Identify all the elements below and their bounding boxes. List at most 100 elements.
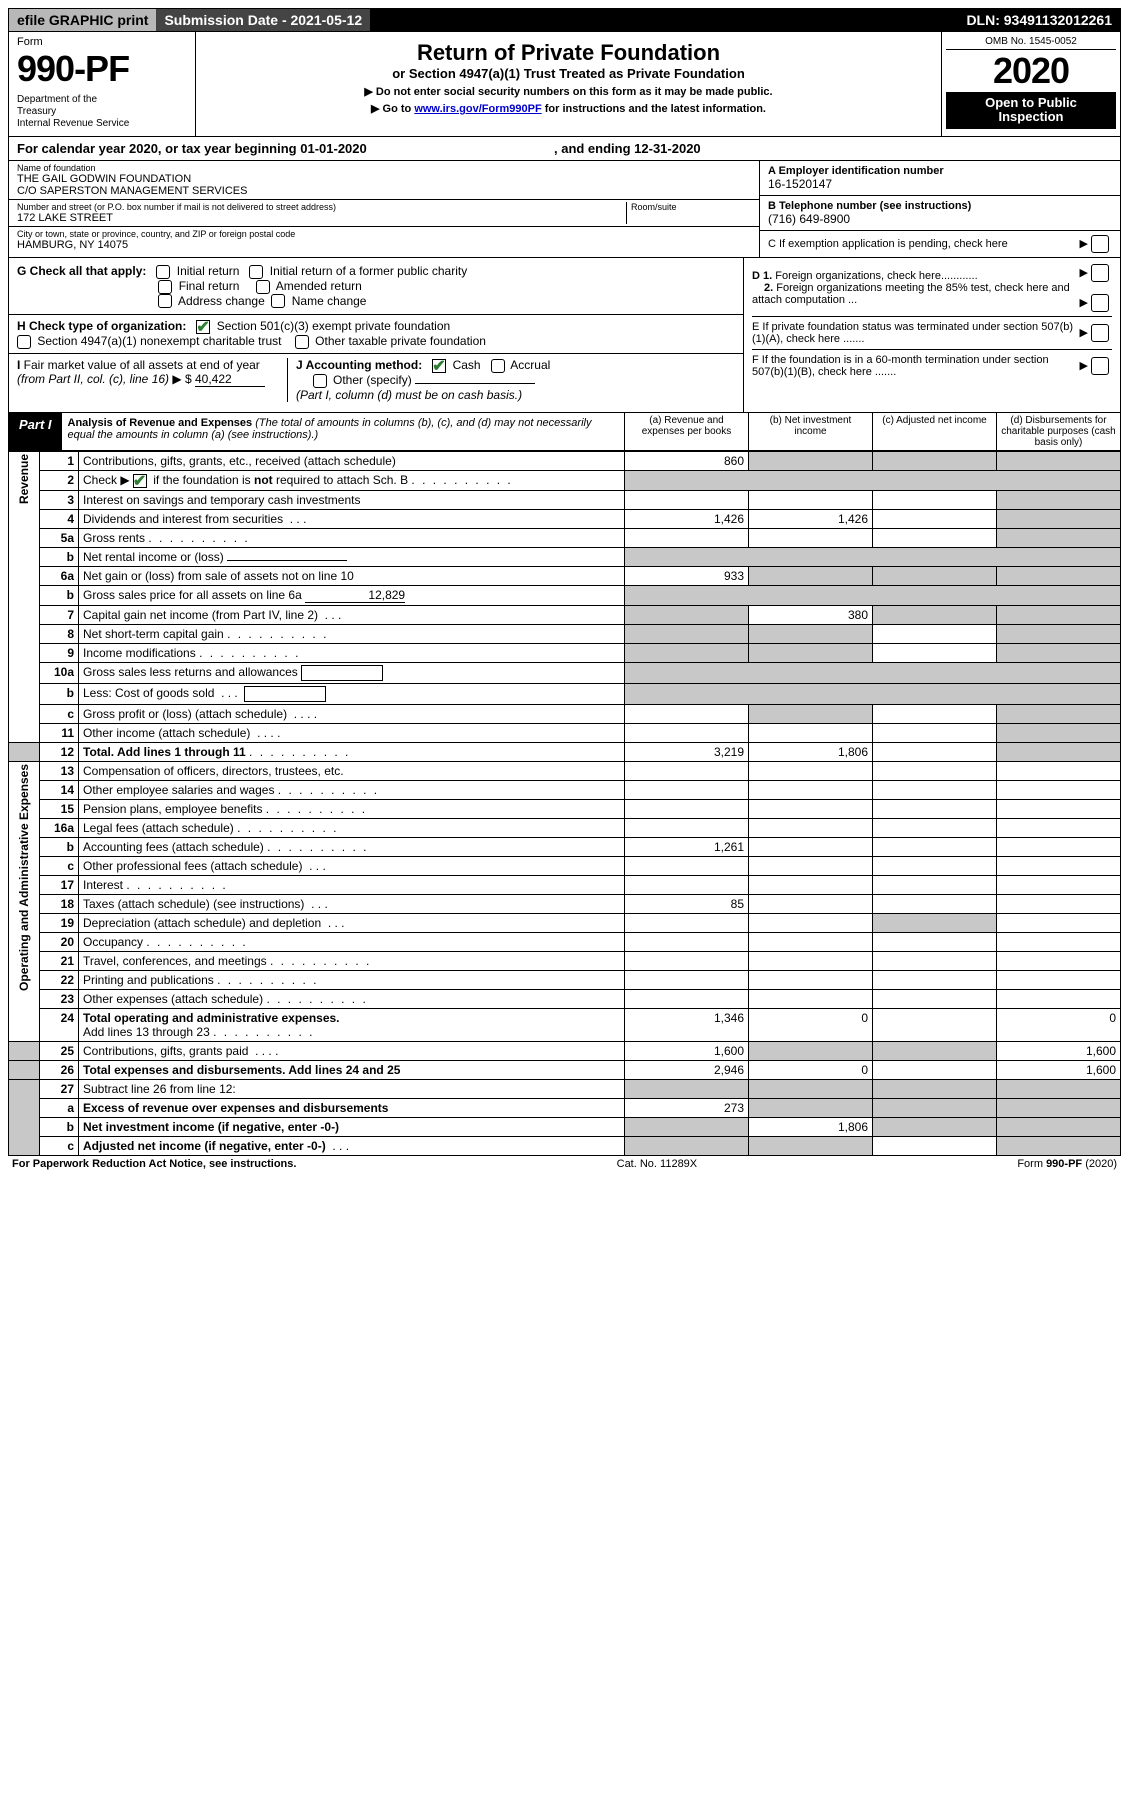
header-mid: Return of Private Foundation or Section … <box>196 32 941 136</box>
ln-no: 25 <box>40 1041 79 1060</box>
form-subtitle: or Section 4947(a)(1) Trust Treated as P… <box>206 66 931 81</box>
ln-no: 14 <box>40 780 79 799</box>
ln-no: c <box>40 1136 79 1155</box>
footer-left: For Paperwork Reduction Act Notice, see … <box>12 1158 296 1170</box>
tel-label: B Telephone number (see instructions) <box>768 200 1112 212</box>
amt-d: 0 <box>997 1008 1121 1041</box>
row-22: 22Printing and publications <box>9 970 1121 989</box>
h-label: H Check type of organization: <box>17 319 186 333</box>
name-label: Name of foundation <box>17 163 751 173</box>
efile-print-btn[interactable]: efile GRAPHIC print <box>9 9 156 31</box>
addr-label: Number and street (or P.O. box number if… <box>17 202 626 212</box>
ln-desc: Net short-term capital gain <box>79 624 625 643</box>
amt-b: 1,806 <box>749 1117 873 1136</box>
ln-desc: Accounting fees (attach schedule) <box>79 837 625 856</box>
checks-left: G Check all that apply: Initial return I… <box>9 258 743 412</box>
ln-desc: Dividends and interest from securities .… <box>79 509 625 528</box>
ln-desc: Printing and publications <box>79 970 625 989</box>
ln-no: 22 <box>40 970 79 989</box>
row-6b: b Gross sales price for all assets on li… <box>9 585 1121 605</box>
g-addr-cb[interactable] <box>158 294 172 308</box>
ln-no: 15 <box>40 799 79 818</box>
h-other-cb[interactable] <box>295 335 309 349</box>
arrow-icon: ▶ <box>1079 297 1087 309</box>
g-opt-2: Address change <box>178 294 265 308</box>
instr-2: ▶ Go to www.irs.gov/Form990PF for instru… <box>206 102 931 115</box>
room-label: Room/suite <box>631 202 751 212</box>
part1-header: Part I Analysis of Revenue and Expenses … <box>8 413 1121 451</box>
j-other: Other (specify) <box>333 373 412 387</box>
form-header: Form 990-PF Department of theTreasuryInt… <box>8 32 1121 137</box>
g-amended-cb[interactable] <box>256 280 270 294</box>
ln-no: b <box>40 837 79 856</box>
arrow-icon: ▶ <box>1079 360 1087 372</box>
ln-desc: Total expenses and disbursements. Add li… <box>79 1060 625 1079</box>
tel-value: (716) 649-8900 <box>768 212 1112 226</box>
ln-desc: Excess of revenue over expenses and disb… <box>79 1098 625 1117</box>
ln-no: 11 <box>40 723 79 742</box>
ln-desc: Other employee salaries and wages <box>79 780 625 799</box>
dept-treasury: Department of theTreasuryInternal Revenu… <box>17 94 187 130</box>
c-checkbox[interactable] <box>1091 235 1109 253</box>
ln-no: 10a <box>40 662 79 683</box>
checks-right: D 1. Foreign organizations, check here..… <box>743 258 1120 412</box>
form-number: 990-PF <box>17 48 187 90</box>
j-accr-cb[interactable] <box>491 359 505 373</box>
row-24: 24Total operating and administrative exp… <box>9 1008 1121 1041</box>
row-12: 12 Total. Add lines 1 through 11 3,219 1… <box>9 742 1121 761</box>
row-1: Revenue 1 Contributions, gifts, grants, … <box>9 451 1121 470</box>
ln-no: 12 <box>40 742 79 761</box>
row-16a: 16aLegal fees (attach schedule) <box>9 818 1121 837</box>
j-cash-cb[interactable] <box>432 359 446 373</box>
h-4947-cb[interactable] <box>17 335 31 349</box>
schb-cb[interactable] <box>133 474 147 488</box>
g-initial-cb[interactable] <box>156 265 170 279</box>
j-note: (Part I, column (d) must be on cash basi… <box>296 388 522 402</box>
row-10c: c Gross profit or (loss) (attach schedul… <box>9 704 1121 723</box>
row-17: 17Interest <box>9 875 1121 894</box>
ln-no: 8 <box>40 624 79 643</box>
ln-desc: Compensation of officers, directors, tru… <box>79 761 625 780</box>
row-19: 19Depreciation (attach schedule) and dep… <box>9 913 1121 932</box>
g-name-cb[interactable] <box>271 294 285 308</box>
ln-desc: Gross rents <box>79 528 625 547</box>
amt-b: 380 <box>749 605 873 624</box>
g-opt-5: Name change <box>292 294 367 308</box>
entity-block: Name of foundation THE GAIL GODWIN FOUND… <box>8 161 1121 258</box>
revenue-label: Revenue <box>17 454 31 504</box>
ln-no: 24 <box>40 1008 79 1041</box>
ln-no: b <box>40 1117 79 1136</box>
city-state-zip: HAMBURG, NY 14075 <box>17 239 751 251</box>
g-final-cb[interactable] <box>158 280 172 294</box>
f-cb[interactable] <box>1091 357 1109 375</box>
open-inspection: Open to PublicInspection <box>946 92 1116 129</box>
row-10b: b Less: Cost of goods sold . . . <box>9 683 1121 704</box>
amt-a: 1,600 <box>625 1041 749 1060</box>
amt-b: 1,806 <box>749 742 873 761</box>
ln-no: 16a <box>40 818 79 837</box>
d2-cb[interactable] <box>1091 294 1109 312</box>
ln-desc: Total. Add lines 1 through 11 <box>79 742 625 761</box>
ln-no: 17 <box>40 875 79 894</box>
amt-b: 0 <box>749 1008 873 1041</box>
d1-label: D 1. Foreign organizations, check here..… <box>752 270 1079 306</box>
ln-desc: Capital gain net income (from Part IV, l… <box>79 605 625 624</box>
irs-link[interactable]: www.irs.gov/Form990PF <box>414 103 541 115</box>
j-other-cb[interactable] <box>313 374 327 388</box>
row-5b: b Net rental income or (loss) <box>9 547 1121 566</box>
e-cb[interactable] <box>1091 324 1109 342</box>
g-label: G Check all that apply: <box>17 264 146 278</box>
ln-desc: Subtract line 26 from line 12: <box>79 1079 625 1098</box>
h-opt-1: Section 501(c)(3) exempt private foundat… <box>217 319 450 333</box>
ln-no: 18 <box>40 894 79 913</box>
d1-cb[interactable] <box>1091 264 1109 282</box>
amt-a: 1,346 <box>625 1008 749 1041</box>
ln-no: b <box>40 585 79 605</box>
h-501c3-cb[interactable] <box>196 320 210 334</box>
footer-right: Form 990-PF (2020) <box>1017 1158 1117 1170</box>
row-10a: 10a Gross sales less returns and allowan… <box>9 662 1121 683</box>
ln-desc: Occupancy <box>79 932 625 951</box>
footer-mid: Cat. No. 11289X <box>617 1158 698 1170</box>
g-former-cb[interactable] <box>249 265 263 279</box>
row-13: Operating and Administrative Expenses 13… <box>9 761 1121 780</box>
